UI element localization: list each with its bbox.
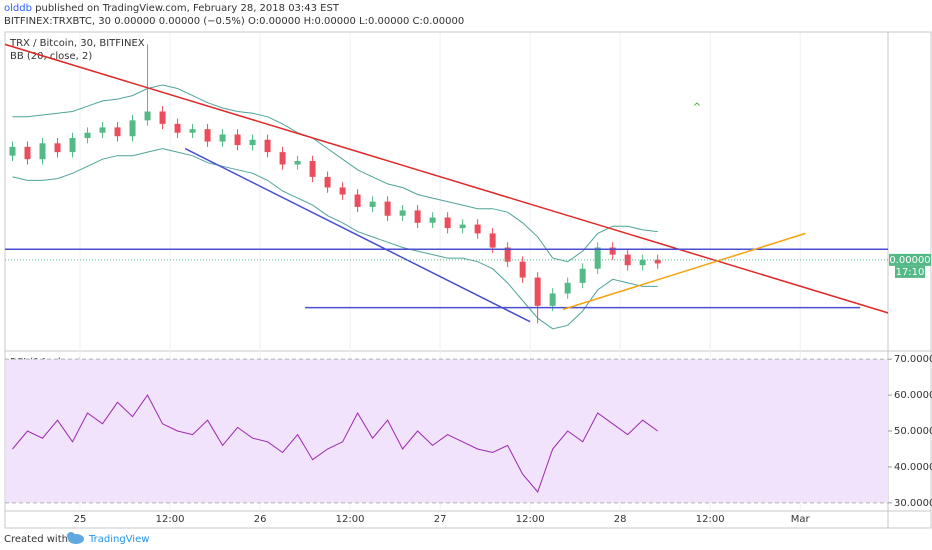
candle-body: [129, 120, 136, 137]
y-tick-label: 50.0000: [894, 426, 932, 437]
candle-body: [429, 217, 436, 223]
candle-body: [534, 277, 541, 306]
candle-body: [204, 129, 211, 142]
x-tick-label: 12:00: [156, 514, 185, 525]
candle-body: [99, 127, 106, 133]
x-tick-label: Mar: [791, 514, 811, 525]
x-tick-label: 12:00: [516, 514, 545, 525]
candle-body: [39, 143, 46, 160]
candle-body: [234, 134, 241, 146]
candle-body: [294, 160, 301, 165]
countdown-box: [895, 265, 925, 278]
x-tick-label: 28: [614, 514, 627, 525]
x-tick-label: 12:00: [696, 514, 725, 525]
y-tick-label: 30.0000: [894, 498, 932, 509]
y-tick-label: 70.0000: [894, 354, 932, 365]
indicator-title: BB (20, close, 2): [10, 51, 92, 62]
candle-body: [444, 217, 451, 229]
bb-lower: [12, 148, 658, 330]
frame: [4, 31, 932, 529]
last-price-label: 0.00000: [889, 255, 930, 266]
candle-body: [594, 247, 601, 269]
x-tick-label: 12:00: [336, 514, 365, 525]
candle-body: [504, 247, 511, 262]
candle-body: [219, 134, 226, 142]
candle-body: [384, 201, 391, 216]
candle-body: [309, 160, 316, 177]
trend-line: [4, 43, 889, 314]
trend-line: [562, 232, 806, 311]
y-tick-label: 60.0000: [894, 390, 932, 401]
x-tick-label: 27: [434, 514, 447, 525]
countdown: 17:10: [896, 267, 925, 278]
candle-body: [519, 261, 526, 278]
candle-body: [279, 152, 286, 165]
author: olddb: [4, 3, 32, 14]
candle-body: [264, 139, 271, 153]
candle-body: [114, 127, 121, 137]
header-line: olddb published on TradingView.com, Febr…: [4, 3, 340, 14]
candle-body: [144, 111, 151, 121]
candle-body: [624, 254, 631, 266]
candle-body: [609, 247, 616, 255]
candle-body: [339, 187, 346, 195]
candle-body: [579, 268, 586, 283]
trend-line: [184, 147, 531, 323]
x-tick-label: 25: [74, 514, 87, 525]
footer-created: Created with: [4, 534, 68, 545]
bb-upper: [12, 84, 658, 263]
symbol-line: BITFINEX:TRXBTC, 30 0.00000 0.00000 (−0.…: [4, 16, 464, 27]
footer-brand: TradingView: [88, 534, 149, 545]
candle-body: [639, 259, 646, 266]
candle-body: [654, 259, 661, 264]
signal-marker: ^: [693, 102, 701, 113]
candle-body: [54, 143, 61, 153]
pane-title: TRX / Bitcoin, 30, BITFINEX: [9, 38, 145, 49]
candle-body: [174, 123, 181, 133]
candle-body: [324, 176, 331, 188]
candle-body: [354, 194, 361, 207]
candle-body: [249, 139, 256, 146]
candle-body: [399, 210, 406, 216]
rsi-line: [12, 394, 658, 493]
candle-body: [564, 282, 571, 294]
candle-body: [549, 293, 556, 306]
candle-body: [369, 201, 376, 207]
candle-body: [474, 224, 481, 234]
published: published on TradingView.com, February 2…: [35, 3, 340, 14]
candle-body: [69, 138, 76, 153]
x-tick-label: 26: [254, 514, 267, 525]
candle-body: [414, 210, 421, 223]
candle-body: [159, 111, 166, 124]
candle-body: [9, 146, 16, 156]
last-price-box: [889, 253, 931, 266]
symbol: BITFINEX:TRXBTC, 30: [4, 16, 111, 27]
candle-body: [189, 129, 196, 133]
candle-body: [489, 233, 496, 248]
rsi-band: [6, 359, 888, 503]
candle-body: [84, 132, 91, 138]
candle-body: [24, 146, 31, 160]
candle-body: [459, 224, 466, 229]
logo: [67, 532, 84, 544]
quote: 0.00000 0.00000 (−0.5%) O:0.00000 H:0.00…: [114, 16, 464, 27]
y-tick-label: 40.0000: [894, 462, 932, 473]
